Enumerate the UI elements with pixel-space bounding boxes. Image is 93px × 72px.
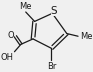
- Text: S: S: [51, 6, 57, 16]
- Text: O: O: [7, 31, 14, 40]
- Text: Br: Br: [48, 62, 57, 71]
- Text: Me: Me: [80, 32, 92, 41]
- Text: OH: OH: [1, 53, 14, 62]
- Text: Me: Me: [19, 2, 31, 11]
